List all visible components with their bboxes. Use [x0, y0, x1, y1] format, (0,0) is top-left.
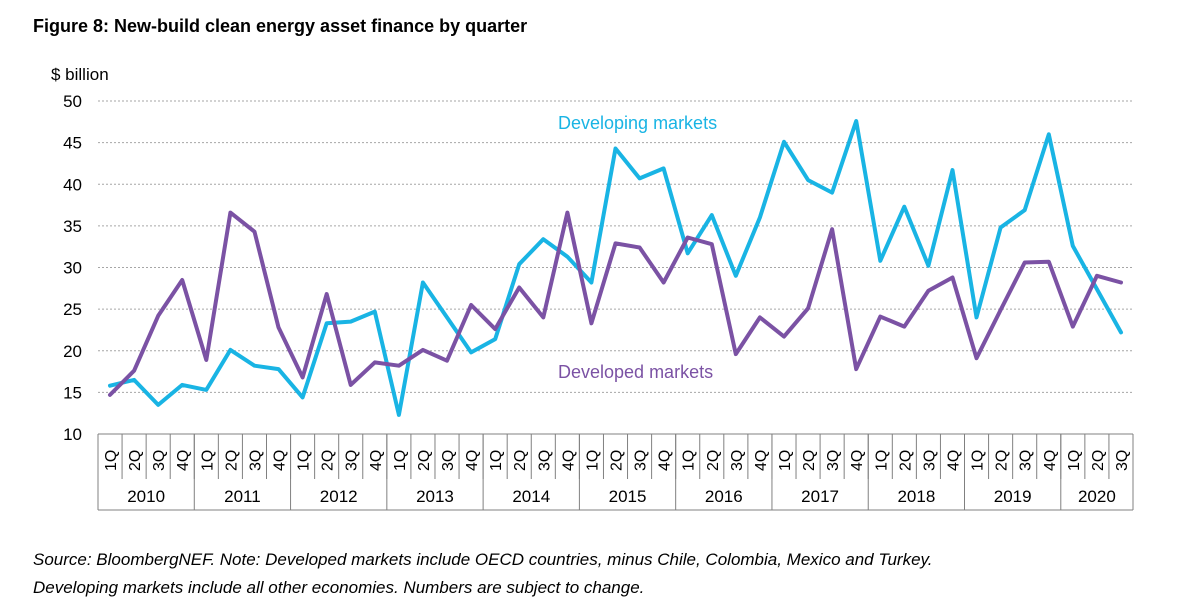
- y-tick-label: 15: [63, 383, 82, 402]
- year-label: 2015: [609, 487, 647, 506]
- year-label: 2012: [320, 487, 358, 506]
- quarter-label: 2Q: [705, 450, 722, 471]
- quarter-label: 2Q: [1090, 450, 1107, 471]
- quarter-label: 2Q: [223, 450, 240, 471]
- quarter-label: 1Q: [584, 450, 601, 471]
- quarter-label: 3Q: [921, 450, 938, 471]
- gridlines: [98, 100, 1133, 393]
- quarter-label: 4Q: [368, 450, 385, 471]
- quarter-label: 4Q: [657, 450, 674, 471]
- x-tick-labels: 2010 2011 2012 2013 2014 2015 2016 2017 2018 2019…: [103, 450, 1131, 506]
- quarter-label: 3Q: [440, 450, 457, 471]
- year-label: 2020: [1078, 487, 1116, 506]
- year-label: 2010: [127, 487, 165, 506]
- developing-markets-line: [108, 119, 1123, 417]
- year-label: 2013: [416, 487, 454, 506]
- series-label-developed: Developed markets: [558, 362, 713, 382]
- quarter-label: 3Q: [1114, 450, 1131, 471]
- quarter-label: 1Q: [103, 450, 120, 471]
- quarter-label: 4Q: [272, 450, 289, 471]
- y-tick-label: 30: [63, 259, 82, 278]
- year-label: 2019: [994, 487, 1032, 506]
- y-tick-label: 10: [63, 425, 82, 444]
- quarter-label: 2Q: [801, 450, 818, 471]
- y-tick-labels: 10 15 20 25 30 35 40 45 50: [63, 92, 82, 444]
- quarter-label: 3Q: [633, 450, 650, 471]
- quarter-label: 4Q: [175, 450, 192, 471]
- quarter-label: 3Q: [825, 450, 842, 471]
- quarter-label: 1Q: [777, 450, 794, 471]
- series-lines: [108, 119, 1123, 417]
- y-tick-label: 35: [63, 217, 82, 236]
- quarter-label: 1Q: [392, 450, 409, 471]
- quarter-label: 1Q: [1066, 450, 1083, 471]
- source-line-2: Developing markets include all other eco…: [33, 578, 645, 597]
- developed-markets-line: [108, 210, 1123, 397]
- quarter-label: 3Q: [344, 450, 361, 471]
- y-tick-label: 50: [63, 92, 82, 111]
- quarter-label: 2Q: [416, 450, 433, 471]
- quarter-label: 1Q: [873, 450, 890, 471]
- y-axis-label: $ billion: [51, 65, 109, 84]
- quarter-label: 3Q: [1018, 450, 1035, 471]
- source-line-1: Source: BloombergNEF. Note: Developed ma…: [33, 550, 933, 569]
- quarter-label: 4Q: [560, 450, 577, 471]
- year-label: 2014: [512, 487, 550, 506]
- y-tick-label: 45: [63, 134, 82, 153]
- quarter-label: 3Q: [729, 450, 746, 471]
- quarter-label: 3Q: [247, 450, 264, 471]
- year-label: 2017: [801, 487, 839, 506]
- year-label: 2018: [897, 487, 935, 506]
- quarter-label: 3Q: [536, 450, 553, 471]
- quarter-label: 4Q: [945, 450, 962, 471]
- quarter-label: 1Q: [488, 450, 505, 471]
- quarter-label: 2Q: [127, 450, 144, 471]
- quarter-label: 2Q: [609, 450, 626, 471]
- quarter-label: 1Q: [970, 450, 987, 471]
- source-note: Source: BloombergNEF. Note: Developed ma…: [33, 546, 933, 602]
- quarter-label: 4Q: [464, 450, 481, 471]
- axes: [97, 433, 1134, 511]
- quarter-label: 2Q: [897, 450, 914, 471]
- quarter-label: 4Q: [753, 450, 770, 471]
- quarter-label: 1Q: [199, 450, 216, 471]
- quarter-label: 1Q: [681, 450, 698, 471]
- quarter-label: 4Q: [1042, 450, 1059, 471]
- quarter-label: 2Q: [512, 450, 529, 471]
- y-tick-label: 25: [63, 300, 82, 319]
- quarter-label: 2Q: [320, 450, 337, 471]
- quarter-label: 4Q: [849, 450, 866, 471]
- y-tick-label: 20: [63, 342, 82, 361]
- chart-title: Figure 8: New-build clean energy asset f…: [33, 16, 528, 36]
- y-tick-label: 40: [63, 175, 82, 194]
- series-label-developing: Developing markets: [558, 113, 717, 133]
- quarter-label: 3Q: [151, 450, 168, 471]
- quarter-label: 2Q: [994, 450, 1011, 471]
- year-label: 2016: [705, 487, 743, 506]
- quarter-label: 1Q: [296, 450, 313, 471]
- year-label: 2011: [224, 487, 261, 506]
